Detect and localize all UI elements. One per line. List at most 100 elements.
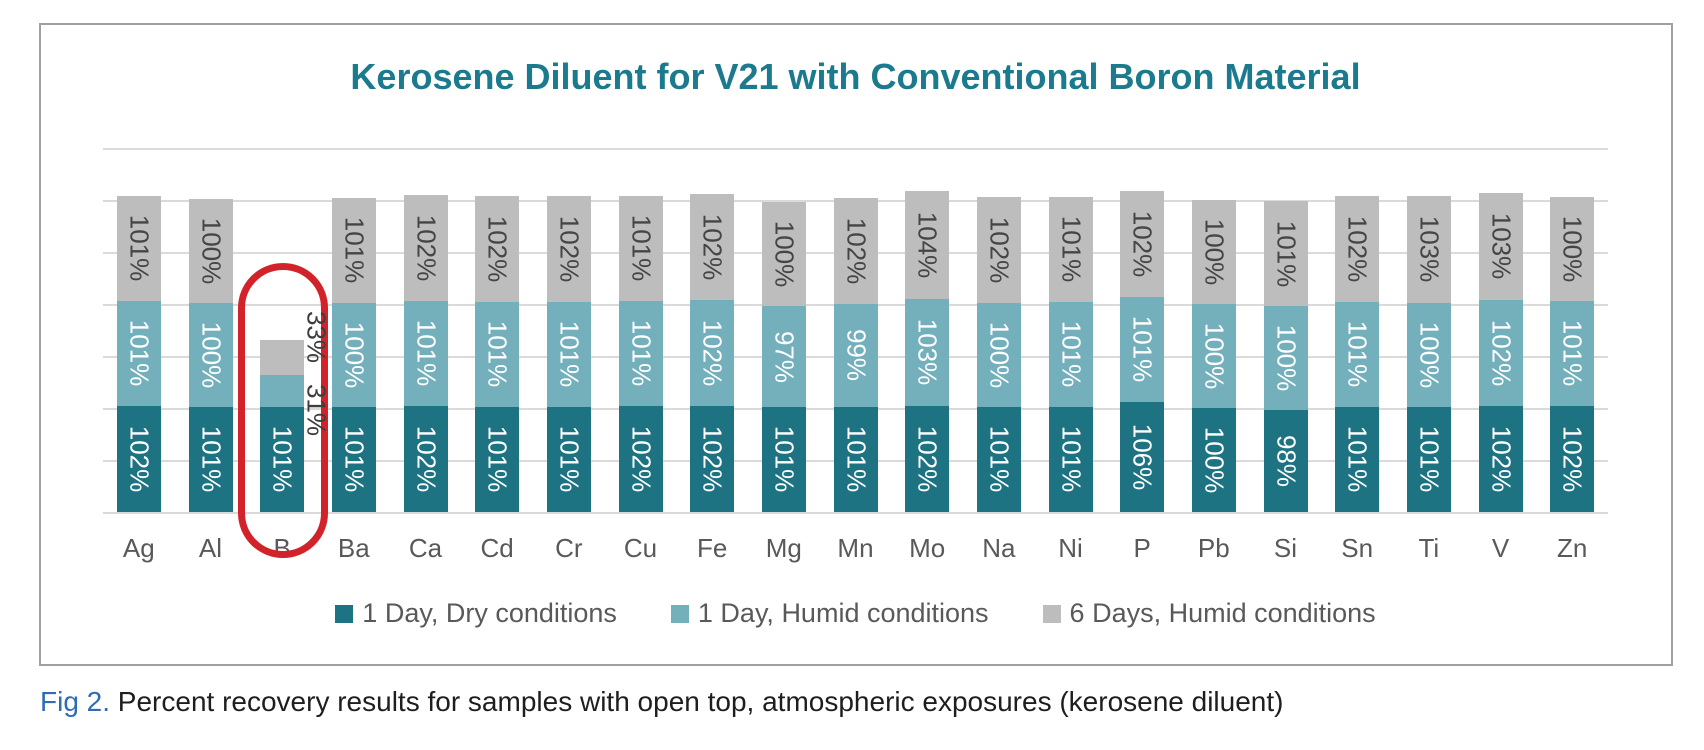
bar-Pb-series0: 100% (1191, 408, 1236, 512)
bar-P-series2: 102% (1120, 190, 1165, 297)
axis-label-Cr: Cr (555, 533, 583, 563)
bar-Cu-series0: 102% (618, 405, 663, 512)
value-label-Mo-series0: 102% (912, 425, 943, 493)
legend-swatch-icon (335, 604, 354, 623)
legend-label: 6 Days, Humid conditions (1069, 598, 1376, 628)
bar-Mg-series1: 97% (761, 306, 806, 407)
axis-label-Ca: Ca (408, 533, 443, 563)
bar-B-series0: 101% (260, 406, 305, 512)
value-label-Ba-series2: 101% (339, 217, 370, 284)
value-label-Cr-series0: 101% (554, 426, 585, 493)
bar-Pb-series2: 100% (1191, 200, 1236, 304)
bar-Al-series1: 100% (188, 302, 233, 407)
bar-Mn-series2: 102% (833, 197, 878, 304)
value-label-Sn-series0: 101% (1342, 426, 1373, 493)
bar-Na-series1: 100% (976, 302, 1021, 407)
highlight-circle-B (238, 263, 329, 558)
bar-Zn-series0: 102% (1550, 405, 1595, 512)
value-label-Ni-series2: 101% (1056, 216, 1086, 283)
bar-Na-series0: 101% (976, 406, 1021, 512)
bar-Al-series0: 101% (188, 406, 233, 512)
plot-area: 102% 101% 101% 101% 100% 100% 101% 101% 100% 101%… (103, 148, 1608, 514)
bar-Ca-series2: 102% (403, 194, 448, 301)
bar-Ti-series1: 100% (1406, 302, 1451, 407)
value-label-Al-series1: 100% (196, 321, 226, 389)
value-label-Cu-series1: 101% (626, 320, 656, 387)
bar-Ba-series1: 100% (331, 302, 376, 407)
value-label-Mn-series2: 102% (841, 217, 871, 285)
bar-Mn-series0: 101% (833, 406, 878, 512)
bar-B-series2 (260, 340, 305, 375)
value-label-Ni-series1: 101% (1056, 321, 1086, 388)
axis-label-Zn: Zn (1556, 533, 1588, 563)
bar-Ca-series0: 102% (403, 405, 448, 512)
bar-Ag-series2: 101% (116, 195, 161, 301)
bar-Sn-series1: 101% (1335, 301, 1380, 407)
axis-label-Na: Na (982, 533, 1016, 563)
bar-V-series1: 102% (1478, 299, 1523, 406)
value-label-Zn-series2: 100% (1557, 215, 1588, 283)
axis-label-Cu: Cu (623, 533, 658, 563)
bar-Fe-series0: 102% (690, 405, 735, 512)
bar-V-series2: 103% (1478, 192, 1523, 300)
axis-label-Ba: Ba (337, 533, 370, 563)
bar-P-series0: 106% (1120, 401, 1165, 512)
value-label-Ti-series2: 103% (1414, 216, 1445, 283)
legend-label: 1 Day, Dry conditions (362, 598, 617, 628)
bar-Cu-series2: 101% (618, 195, 663, 301)
value-label-Ag-series0: 102% (124, 425, 155, 493)
value-label-Ni-series0: 101% (1056, 426, 1086, 493)
value-label-Ca-series0: 102% (411, 425, 441, 493)
value-label-Si-series2: 101% (1271, 220, 1301, 287)
legend-item-0: 1 Day, Dry conditions (335, 598, 617, 629)
axis-label-Si: Si (1273, 533, 1298, 563)
bar-Mg-series0: 101% (761, 406, 806, 512)
legend-swatch-icon (1042, 604, 1061, 623)
bar-Ca-series1: 101% (403, 300, 448, 406)
bar-Mo-series2: 104% (905, 190, 950, 299)
bar-Si-series1: 100% (1263, 306, 1308, 411)
bar-Ni-series2: 101% (1048, 196, 1093, 302)
value-label-Ag-series2: 101% (124, 215, 155, 282)
value-label-Cd-series2: 102% (482, 215, 513, 283)
bar-Cr-series0: 101% (546, 406, 591, 512)
value-label-Cd-series1: 101% (482, 321, 513, 388)
axis-label-Mo: Mo (909, 533, 946, 563)
bar-Sn-series2: 102% (1335, 195, 1380, 302)
bar-Mn-series1: 99% (833, 304, 878, 407)
value-label-Pb-series0: 100% (1199, 426, 1230, 494)
bar-Fe-series2: 102% (690, 193, 735, 300)
value-label-Pb-series2: 100% (1199, 218, 1230, 286)
bar-P-series1: 101% (1120, 296, 1165, 402)
value-label-Ba-series1: 100% (339, 321, 370, 389)
bar-Si-series0: 98% (1263, 410, 1308, 512)
axis-label-Fe: Fe (696, 533, 728, 563)
value-label-Na-series2: 102% (984, 216, 1015, 284)
bar-Ti-series0: 101% (1406, 406, 1451, 512)
figure-caption: Fig 2. Percent recovery results for samp… (40, 686, 1640, 718)
value-label-Cr-series2: 102% (554, 215, 585, 283)
value-label-Ca-series1: 101% (411, 320, 441, 387)
bar-Ba-series0: 101% (331, 406, 376, 512)
value-label-Fe-series0: 102% (697, 425, 728, 493)
axis-label-Al: Al (198, 533, 223, 563)
value-label-Mo-series2: 104% (912, 211, 943, 278)
axis-label-P: P (1133, 533, 1151, 563)
bar-Cd-series0: 101% (475, 406, 520, 512)
bar-Zn-series1: 101% (1550, 300, 1595, 406)
bar-Ag-series1: 101% (116, 300, 161, 406)
value-label-Cu-series0: 102% (626, 425, 656, 493)
chart-title: Kerosene Diluent for V21 with Convention… (350, 56, 1361, 97)
caption-text: Percent recovery results for samples wit… (110, 686, 1284, 717)
value-label-Ti-series1: 100% (1414, 321, 1445, 389)
bar-Mo-series1: 103% (905, 298, 950, 406)
value-label-P-series2: 102% (1127, 210, 1158, 277)
value-label-Cr-series1: 101% (554, 321, 585, 388)
axis-label-Pb: Pb (1197, 533, 1230, 563)
value-label-Ti-series0: 101% (1414, 426, 1445, 493)
value-label-Fe-series1: 102% (697, 319, 728, 387)
bar-Fe-series1: 102% (690, 299, 735, 406)
bar-Si-series2: 101% (1263, 201, 1308, 307)
value-label-Na-series0: 101% (984, 426, 1015, 493)
